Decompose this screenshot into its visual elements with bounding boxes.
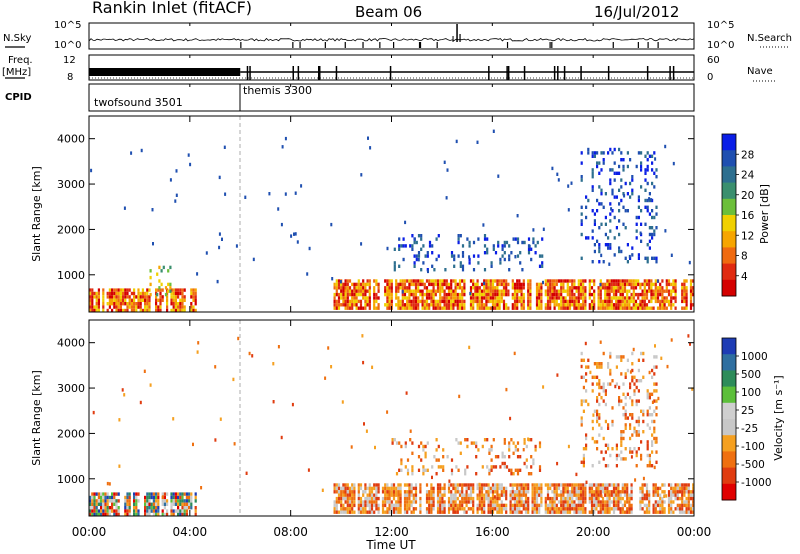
colorbar-tick-label: 1000 bbox=[741, 351, 768, 363]
colorbar-tick-label: -100 bbox=[741, 441, 765, 453]
colorbar-swatch bbox=[722, 386, 736, 404]
colorbar-tick-label: 25 bbox=[741, 405, 754, 417]
y-tick-label: 2000 bbox=[57, 223, 85, 236]
y-tick-label: 1000 bbox=[57, 473, 85, 486]
nsky-tick-bottom: 10^0 bbox=[54, 40, 81, 51]
velocity-y-axis: 1000 2000 3000 4000 bbox=[57, 337, 694, 486]
nsky-label: N.Sky bbox=[3, 33, 31, 44]
colorbar-swatch bbox=[722, 483, 736, 501]
freq-unit: [MHz] bbox=[2, 67, 31, 78]
x-tick-label: 16:00 bbox=[475, 525, 510, 539]
colorbar-tick-label: 100 bbox=[741, 387, 761, 399]
x-tick-label: 12:00 bbox=[374, 525, 409, 539]
y-tick-label: 2000 bbox=[57, 427, 85, 440]
beam-label: Beam 06 bbox=[355, 3, 422, 21]
colorbar-tick-label: 24 bbox=[741, 170, 755, 182]
power-y-axis: 1000 2000 3000 4000 bbox=[57, 133, 694, 282]
velocity-ylabel: Slant Range [km] bbox=[30, 370, 43, 466]
velocity-heatmap bbox=[89, 334, 695, 517]
colorbar-tick-label: 28 bbox=[741, 149, 754, 161]
nave-tick-bottom: 0 bbox=[707, 72, 713, 83]
colorbar-swatch bbox=[722, 451, 736, 469]
colorbar-swatch bbox=[722, 215, 736, 232]
y-tick-label: 3000 bbox=[57, 178, 85, 191]
freq-trace bbox=[89, 66, 694, 80]
colorbar-swatch bbox=[722, 150, 736, 167]
x-tick-label: 04:00 bbox=[173, 525, 208, 539]
velocity-colorbar-label: Velocity [m s⁻¹] bbox=[772, 375, 785, 460]
colorbar-swatch bbox=[722, 419, 736, 436]
cpid-segment-twofsound: twofsound 3501 bbox=[94, 96, 183, 109]
colorbar-swatch bbox=[722, 247, 736, 265]
colorbar-swatch bbox=[722, 263, 736, 281]
freq-label: Freq. bbox=[8, 55, 33, 66]
colorbar-tick-label: -25 bbox=[741, 423, 758, 435]
y-tick-label: 4000 bbox=[57, 133, 85, 146]
power-colorbar: 28 24 20 16 12 8 4 bbox=[721, 133, 755, 297]
x-tick-label: 08:00 bbox=[273, 525, 308, 539]
colorbar-tick-label: 4 bbox=[741, 271, 748, 283]
colorbar-swatch bbox=[722, 435, 736, 452]
colorbar-swatch bbox=[722, 231, 736, 248]
freq-tick-top: 12 bbox=[63, 55, 76, 66]
y-tick-label: 4000 bbox=[57, 337, 85, 350]
cpid-segment-themis: themis 3300 bbox=[243, 84, 312, 97]
nsearch-label: N.Search bbox=[747, 33, 792, 44]
colorbar-swatch bbox=[722, 166, 736, 184]
colorbar-tick-label: 16 bbox=[741, 210, 755, 222]
x-axis-label: Time UT bbox=[365, 538, 416, 552]
x-tick-label: 00:00 bbox=[677, 525, 712, 539]
colorbar-swatch bbox=[722, 182, 736, 200]
nave-label: Nave bbox=[747, 66, 773, 77]
y-tick-label: 3000 bbox=[57, 382, 85, 395]
nsky-trace bbox=[88, 24, 695, 48]
x-tick-label: 00:00 bbox=[72, 525, 107, 539]
freq-tick-bottom: 8 bbox=[67, 72, 73, 83]
colorbar-swatch bbox=[722, 370, 736, 388]
colorbar-tick-label: -500 bbox=[741, 459, 765, 471]
figure-title: Rankin Inlet (fitACF) bbox=[92, 0, 252, 17]
nsky-tick-top: 10^5 bbox=[54, 20, 81, 31]
colorbar-swatch bbox=[722, 467, 736, 485]
colorbar-tick-label: 500 bbox=[741, 369, 761, 381]
power-colorbar-label: Power [dB] bbox=[758, 184, 771, 244]
colorbar-swatch bbox=[722, 134, 736, 151]
colorbar-swatch bbox=[722, 338, 736, 355]
y-tick-label: 1000 bbox=[57, 269, 85, 282]
colorbar-swatch bbox=[722, 198, 736, 216]
nsearch-tick-top: 10^5 bbox=[707, 20, 734, 31]
power-ylabel: Slant Range [km] bbox=[30, 166, 43, 262]
colorbar-tick-label: 20 bbox=[741, 190, 754, 202]
colorbar-swatch bbox=[722, 354, 736, 371]
date-label: 16/Jul/2012 bbox=[594, 3, 679, 21]
nsky-strip-frame bbox=[88, 22, 695, 50]
velocity-colorbar: 1000 500 100 25 -25 -100 -500 -1000 bbox=[721, 337, 772, 501]
power-heatmap bbox=[89, 129, 695, 313]
colorbar-tick-label: 12 bbox=[741, 230, 754, 242]
freq-strip-frame bbox=[88, 54, 695, 81]
colorbar-swatch bbox=[722, 279, 736, 297]
cpid-label: CPID bbox=[5, 92, 32, 103]
nsearch-tick-bottom: 10^0 bbox=[707, 40, 734, 51]
colorbar-swatch bbox=[722, 402, 736, 420]
x-tick-label: 20:00 bbox=[576, 525, 611, 539]
colorbar-tick-label: -1000 bbox=[741, 477, 772, 489]
time-x-axis: 00:00 04:00 08:00 12:00 16:00 20:00 00:00 bbox=[72, 23, 712, 539]
colorbar-tick-label: 8 bbox=[741, 251, 748, 263]
nave-tick-top: 60 bbox=[707, 55, 720, 66]
